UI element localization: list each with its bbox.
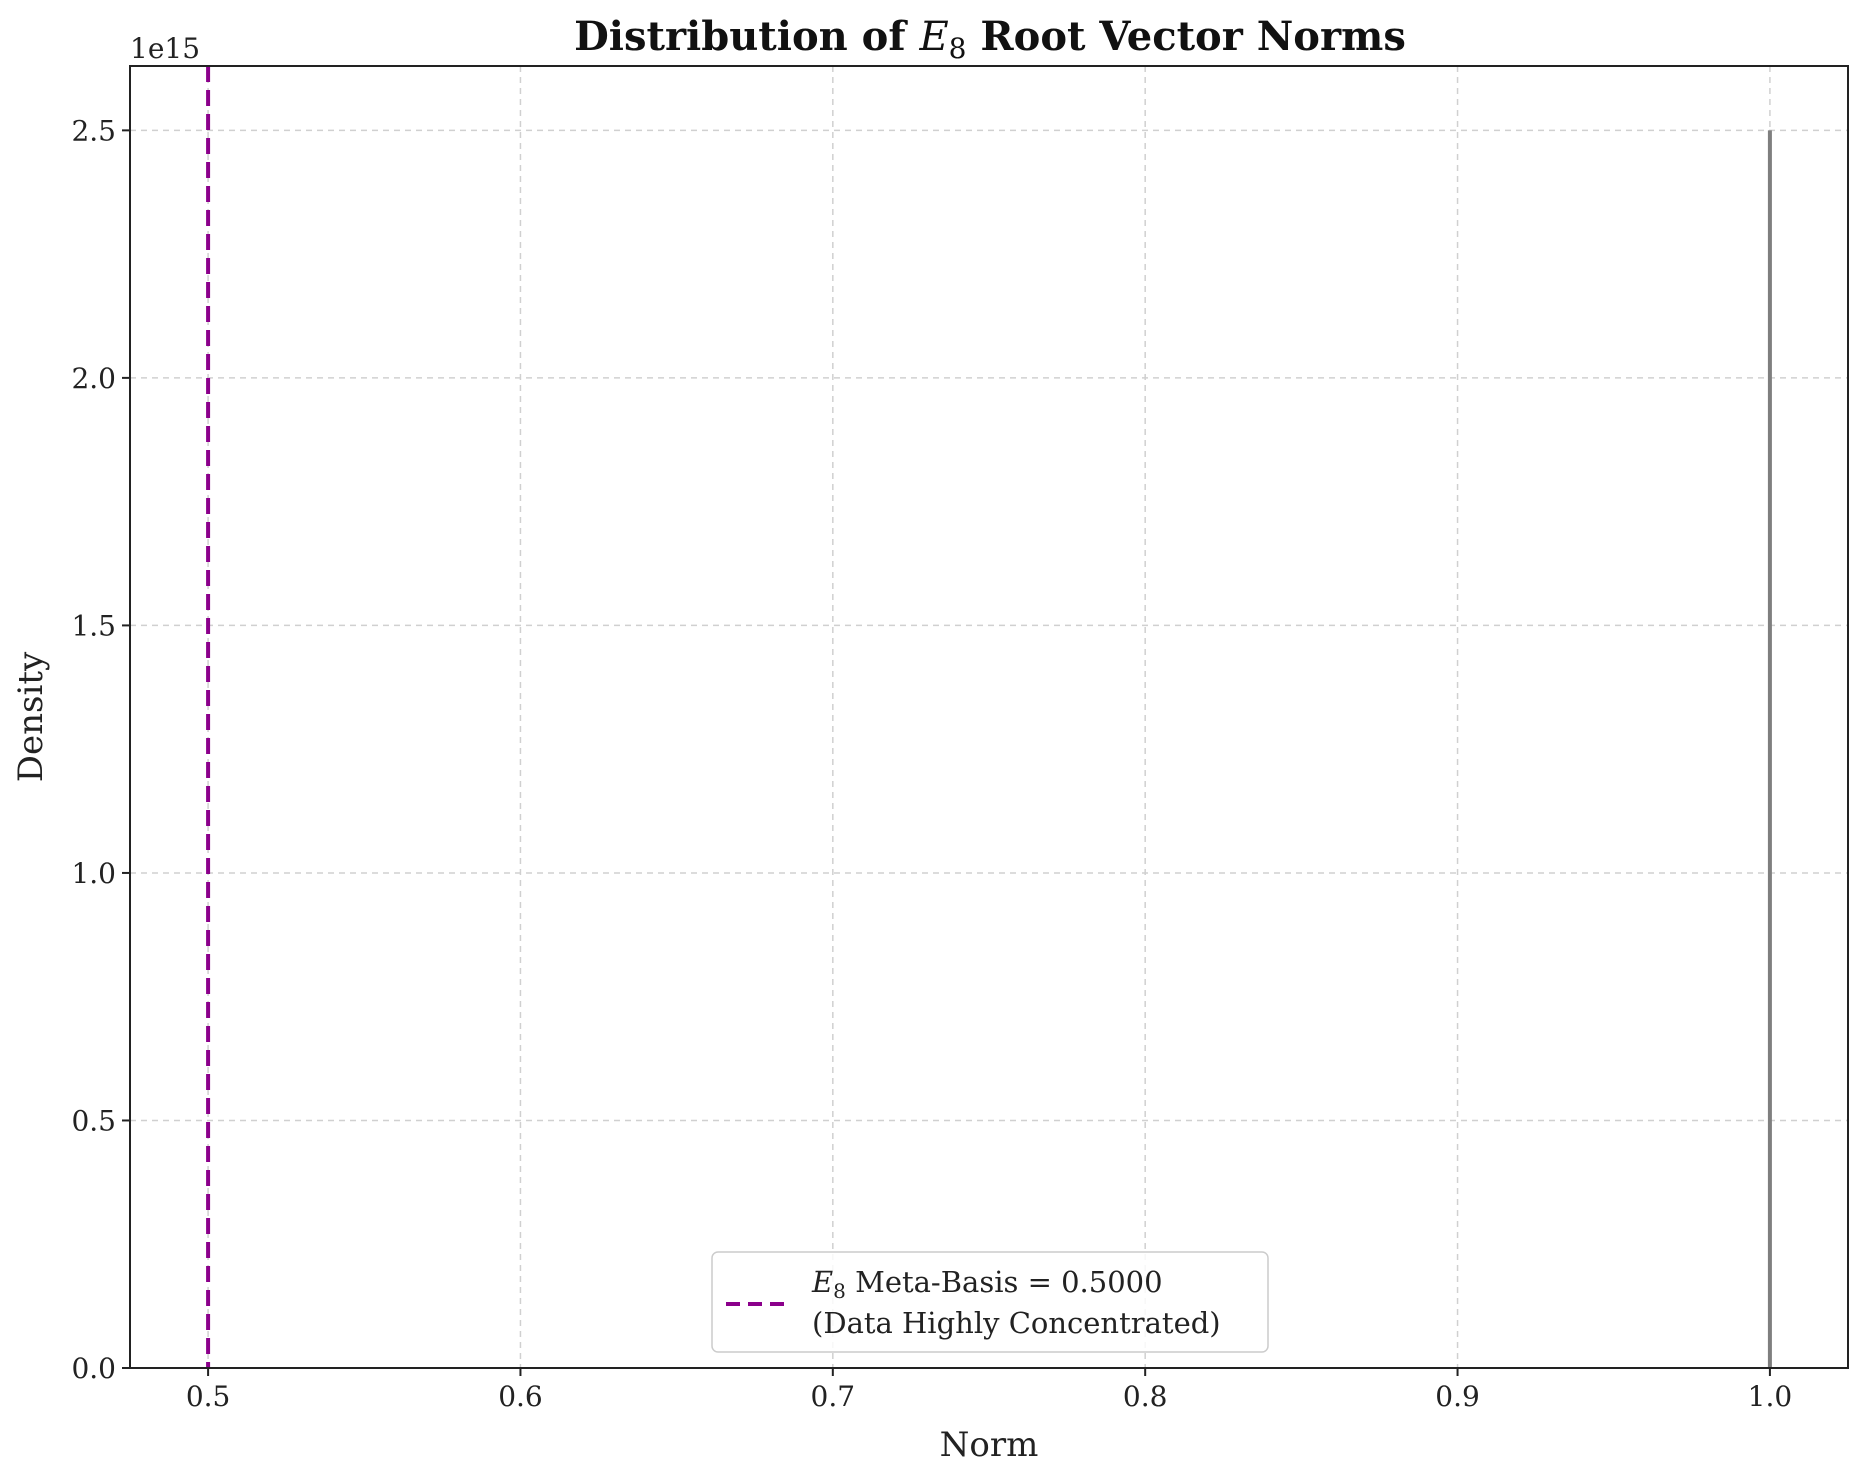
y-tick-label: 1.5 [71, 609, 116, 642]
legend-subscript: 8 [833, 1279, 846, 1303]
y-tick-label: 0.0 [71, 1352, 116, 1385]
y-tick-label: 2.5 [71, 114, 116, 147]
chart-title: Distribution of E8 Root Vector Norms [574, 13, 1406, 65]
chart-title-suffix: Root Vector Norms [966, 13, 1405, 60]
y-tick-label: 0.5 [71, 1104, 116, 1137]
x-tick-label: 1.0 [1748, 1380, 1793, 1413]
y-tick-label: 2.0 [71, 362, 116, 395]
legend-text-line2: (Data Highly Concentrated) [812, 1306, 1221, 1340]
legend-symbol: E [811, 1265, 833, 1299]
y-axis-label: Density [11, 651, 51, 782]
x-tick-label: 0.6 [498, 1380, 543, 1413]
ticks-layer: 0.5 0.6 0.7 0.8 0.9 1.0 0.0 0.5 1.0 1.5 2.0 2.5 [71, 114, 1792, 1413]
y-axis-offset-label: 1e15 [130, 32, 200, 65]
x-tick-label: 0.7 [811, 1380, 856, 1413]
chart-title-symbol: E [918, 14, 948, 60]
x-axis-label: Norm [940, 1425, 1039, 1465]
plot-frame [129, 65, 1849, 1369]
x-tick-label: 0.5 [186, 1380, 231, 1413]
chart-title-prefix: Distribution of [574, 13, 919, 60]
x-tick-label: 0.9 [1435, 1380, 1480, 1413]
data-layer [206, 66, 1772, 1368]
legend-box [711, 1251, 1269, 1353]
x-tick-label: 0.8 [1123, 1380, 1168, 1413]
y-tick-label: 1.0 [71, 857, 116, 890]
histogram-bar [1767, 130, 1772, 1368]
legend-text-line1: Meta-Basis = 0.5000 [846, 1265, 1163, 1299]
chart-title-subscript: 8 [949, 32, 967, 65]
legend-entry-line1: E8 Meta-Basis = 0.5000 [811, 1265, 1163, 1303]
legend: E8 Meta-Basis = 0.5000 (Data Highly Conc… [711, 1251, 1269, 1353]
